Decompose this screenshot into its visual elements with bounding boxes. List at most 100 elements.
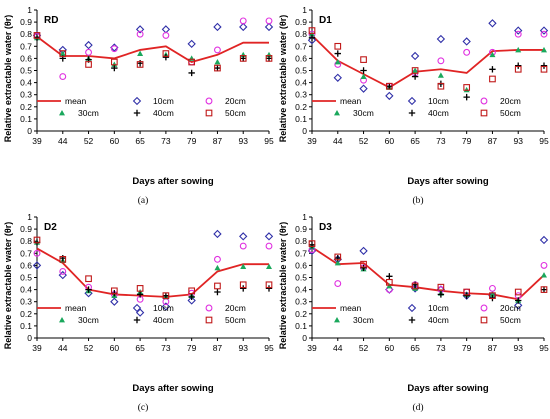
legend-10cm-marker [407,303,417,313]
series-50cm-point [489,75,496,83]
y-tick-label: 1 [27,212,32,222]
x-axis-label: Days after sowing [132,176,213,187]
x-tick-label: 79 [462,136,472,146]
series-10cm-point [410,51,420,61]
x-tick-label: 87 [488,136,498,146]
y-tick-label: 0.5 [20,273,32,283]
series-20cm-point [213,255,221,263]
y-tick-label: 0.6 [295,260,307,270]
series-40cm-point [386,83,393,90]
panel-caption: (c) [138,402,149,413]
series-50cm-point [265,281,273,289]
series-30cm-point [360,73,367,79]
x-tick-label: 93 [238,136,248,146]
series-40cm-point [188,69,195,77]
legend-label: 50cm [500,108,521,118]
mean-series-line [36,35,269,64]
series-20cm-point [85,48,93,56]
x-tick-label: 73 [161,343,171,353]
series-50cm-point [411,67,419,74]
legend-40cm-marker [408,316,416,324]
series-30cm-point [489,291,496,297]
x-tick-label: 60 [385,136,395,146]
series-30cm-point [111,61,118,67]
series-50cm-point [308,27,316,34]
series-10cm-point [213,22,222,32]
y-tick-label: 0.7 [20,248,32,258]
y-tick-label: 0.1 [295,321,307,331]
x-tick-label: 87 [213,343,223,353]
mean-series-line [36,247,269,298]
series-50cm-point [385,82,393,90]
x-tick-label: 44 [333,136,343,146]
x-tick-label: 93 [238,343,248,353]
series-50cm-point [214,64,221,72]
series-10cm-point [239,232,248,241]
series-20cm-point [334,280,342,287]
y-tick-label: 0 [27,126,32,136]
y-tick-label: 1 [27,5,32,15]
series-50cm-point [239,55,247,62]
series-30cm-point [240,263,247,270]
series-40cm-point [162,292,170,299]
x-tick-label: 52 [84,343,94,353]
series-50cm-point [334,253,342,261]
series-40cm-point [386,273,393,280]
series-20cm-point [59,73,67,81]
series-20cm-point [110,45,118,53]
legend-label: 50cm [225,315,246,325]
y-tick-label: 0.9 [295,17,307,27]
chart-panel: 0 0.1 0.2 0.3 0.4 0.5 0.6 0.7 0.8 0.9 1 39 44 52 60 65 7… [3,212,274,413]
series-30cm-point [334,59,341,65]
series-30cm-point [463,86,470,93]
series-50cm-point [308,240,316,247]
x-tick-label: 95 [264,343,274,353]
series-40cm-point [111,64,118,72]
legend-40cm-marker [133,109,141,117]
series-30cm-point [541,46,547,53]
series-40cm-point [136,60,144,67]
x-tick-label: 44 [58,343,68,353]
series-50cm-point [360,260,367,268]
series-50cm-point [540,65,548,73]
series-20cm-point [239,242,247,250]
x-tick-label: 79 [187,136,197,146]
legend-30cm-marker [59,110,65,116]
x-tick-label: 79 [462,343,472,353]
x-tick-label: 79 [187,343,197,353]
series-50cm-point [33,32,41,39]
series-10cm-point [135,308,145,317]
legend-label: 40cm [153,108,174,118]
legend-label: 30cm [78,108,99,118]
y-axis-label: Relative extractable water (θr) [278,15,288,142]
y-tick-label: 0.2 [295,102,307,112]
series-50cm-point [437,283,445,291]
series-10cm-point [84,40,93,50]
series-10cm-point [514,26,523,35]
panel-caption: (a) [138,195,149,206]
y-tick-label: 0.9 [295,224,307,234]
series-30cm-point [437,72,444,78]
y-tick-label: 0.8 [20,29,32,39]
series-40cm-point [308,34,316,42]
series-50cm-point [489,292,496,300]
mean-series-line [311,246,545,301]
series-50cm-point [59,255,67,263]
x-tick-label: 52 [359,136,369,146]
series-10cm-point [307,246,317,256]
x-tick-label: 52 [84,136,94,146]
series-10cm-point [539,235,549,245]
chart-panel: 0 0.1 0.2 0.3 0.4 0.5 0.6 0.7 0.8 0.9 1 39 44 52 60 65 7… [278,212,549,413]
y-tick-label: 0.5 [295,66,307,76]
legend-20cm-marker [480,304,488,312]
series-10cm-point [488,19,497,28]
y-tick-label: 0.6 [295,53,307,63]
chart-panel: 0 0.1 0.2 0.3 0.4 0.5 0.6 0.7 0.8 0.9 1 39 44 52 60 65 7… [278,5,549,206]
legend-label: mean [65,303,87,313]
y-tick-label: 0.9 [20,224,32,234]
legend-label: 40cm [428,108,449,118]
x-tick-label: 39 [307,136,317,146]
y-tick-label: 0.3 [20,297,32,307]
series-30cm-point [334,259,341,266]
series-40cm-point [85,286,92,293]
